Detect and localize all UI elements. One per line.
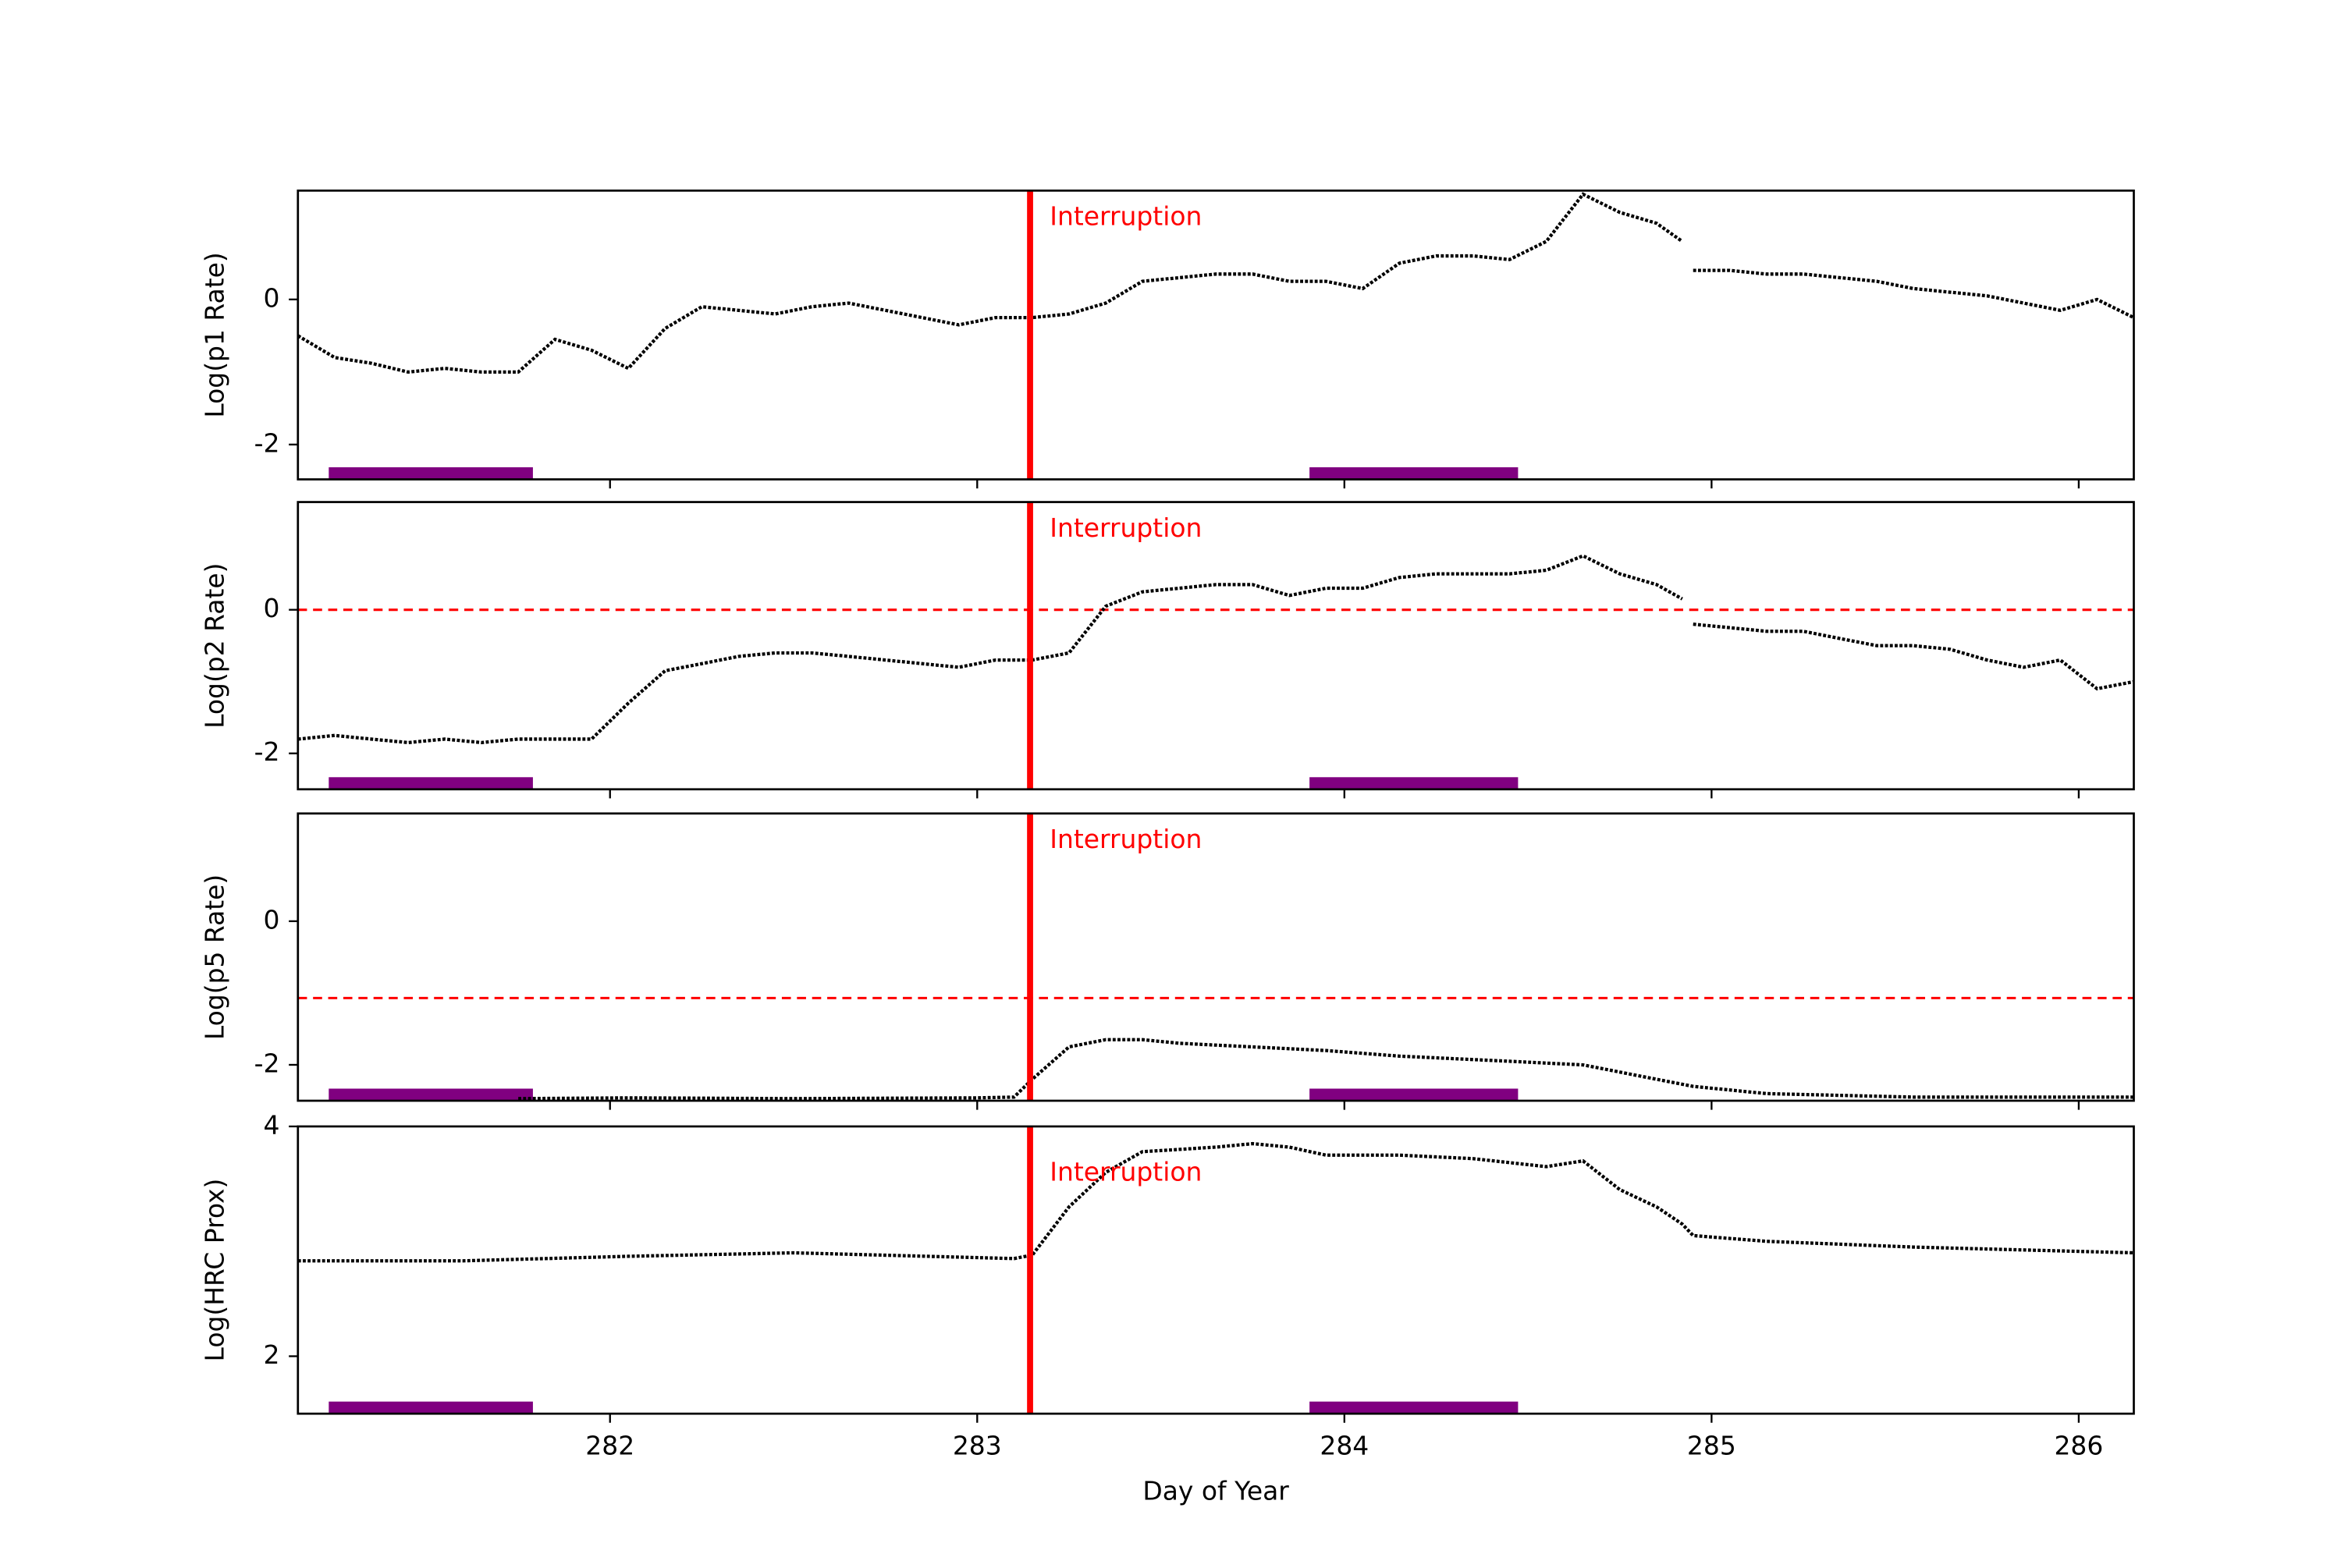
x-axis-label: Day of Year (1142, 1475, 1289, 1506)
annotation: Interruption (1050, 513, 1202, 543)
y-axis-label: Log(HRC Prox) (200, 1179, 230, 1362)
x-tick-label: 282 (585, 1430, 634, 1460)
plot-frame (297, 812, 2135, 1102)
time-band (329, 1401, 533, 1414)
annotation: Interruption (1050, 824, 1202, 854)
data-line (297, 192, 2135, 374)
time-band (1309, 466, 1519, 480)
y-tick-label: 0 (264, 593, 280, 623)
y-tick-label: -2 (254, 427, 280, 458)
time-band (329, 1088, 533, 1102)
data-line (297, 1141, 2134, 1263)
time-band (329, 466, 533, 480)
y-tick-label: 0 (264, 904, 280, 935)
x-tick-label: 283 (953, 1430, 1002, 1460)
y-axis-label: Log(p1 Rate) (200, 252, 230, 417)
y-tick-label: 4 (264, 1109, 280, 1140)
y-axis-label: Log(p5 Rate) (200, 874, 230, 1040)
data-line (297, 554, 2134, 745)
y-tick-label: -2 (254, 736, 280, 767)
y-tick-label: 2 (264, 1339, 280, 1370)
x-tick-label: 286 (2054, 1430, 2103, 1460)
y-tick-label: -2 (254, 1048, 280, 1078)
y-axis-label: Log(p2 Rate) (200, 562, 230, 728)
time-band (1309, 777, 1519, 789)
x-tick-label: 284 (1320, 1430, 1369, 1460)
plot-frame (297, 189, 2135, 481)
time-band (1309, 1088, 1519, 1102)
time-band (1309, 1401, 1519, 1414)
x-tick-label: 285 (1687, 1430, 1736, 1460)
y-tick-label: 0 (264, 282, 280, 313)
plot-frame (297, 501, 2135, 791)
data-line (518, 1038, 2134, 1101)
plot-frame (297, 1125, 2135, 1415)
annotation: Interruption (1050, 1157, 1202, 1187)
time-band (329, 777, 533, 789)
annotation: Interruption (1050, 201, 1202, 232)
